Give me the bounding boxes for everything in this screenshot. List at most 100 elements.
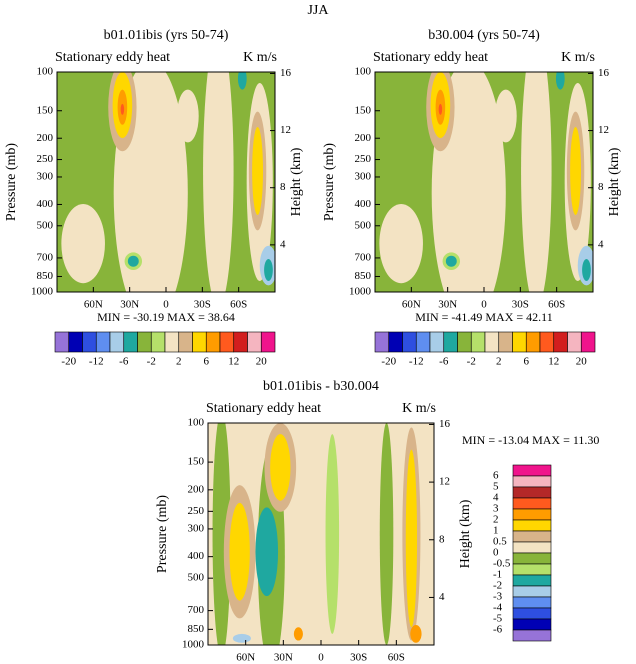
colorbar-label: 3 (493, 503, 499, 515)
colorbar-box (260, 331, 276, 353)
colorbar-box (109, 331, 125, 353)
contour-region (203, 72, 234, 292)
contour-field (375, 72, 593, 292)
colorbar-label: -2 (147, 356, 156, 368)
x-tick-label: 60N (402, 299, 421, 311)
x-tick-label: 0 (163, 299, 169, 311)
contour-region (293, 627, 303, 641)
colorbar-label: 2 (493, 514, 499, 526)
y2-tick-label: 8 (439, 533, 445, 545)
contour-region (555, 72, 565, 90)
colorbar-box (498, 331, 513, 353)
x-tick-label: 60S (548, 299, 565, 311)
colorbar-box (512, 618, 552, 631)
colorbar-box (512, 574, 552, 587)
colorbar-label: 6 (204, 356, 210, 368)
y2-tick-label: 16 (280, 67, 292, 79)
colorbar-label: -3 (493, 591, 503, 603)
colorbar-box (470, 331, 486, 353)
x-tick-label: 60S (388, 652, 405, 664)
colorbar-label: -5 (493, 613, 503, 625)
y-tick-label: 300 (355, 170, 372, 182)
x-tick-label: 30S (194, 299, 211, 311)
y-tick-label: 850 (37, 270, 54, 282)
colorbar-box (429, 331, 445, 353)
colorbar-label: -2 (467, 356, 476, 368)
y2-tick-label: 16 (439, 418, 451, 430)
contour-region (405, 449, 418, 628)
x-tick-label: 60N (236, 652, 255, 664)
y-tick-label: 100 (37, 66, 54, 78)
contour-region (237, 72, 247, 90)
colorbar-label: -20 (61, 356, 76, 368)
panel-title: b01.01ibis (yrs 50-74) (104, 28, 229, 43)
x-tick-label: 60S (230, 299, 247, 311)
colorbar-box (457, 331, 472, 353)
contour-region (212, 423, 231, 645)
contour-region (521, 72, 552, 292)
contour-region (445, 255, 457, 267)
colorbar-label: -12 (89, 356, 104, 368)
contour-region (379, 204, 423, 284)
colorbar-box (123, 331, 138, 353)
y-tick-label: 150 (355, 104, 372, 116)
colorbar-label: -0.5 (493, 558, 511, 570)
contour-region (229, 502, 250, 601)
colorbar-label: 2 (496, 356, 502, 368)
colorbar-box (95, 331, 111, 353)
colorbar-label: 1 (493, 525, 499, 537)
colorbar-box (388, 331, 403, 353)
y2-tick-label: 8 (598, 181, 604, 193)
contour-region (270, 434, 291, 501)
colorbar-box (54, 331, 70, 353)
colorbar-box (512, 497, 552, 510)
y-tick-label: 400 (355, 198, 372, 210)
contour-region (127, 255, 139, 267)
contour-region (438, 103, 443, 115)
panel-units: K m/s (402, 401, 436, 416)
colorbar-label: 0.5 (493, 536, 507, 548)
y-tick-label: 400 (37, 198, 54, 210)
contour-region (264, 259, 273, 281)
colorbar-box (512, 519, 552, 532)
colorbar-box (553, 331, 568, 353)
y-axis-label: Pressure (mb) (4, 143, 19, 221)
y-tick-label: 1000 (31, 286, 54, 298)
colorbar-box (512, 552, 552, 565)
colorbar-label: 0 (493, 547, 499, 559)
contour-region (379, 423, 394, 645)
colorbar-box (443, 331, 458, 353)
y-tick-label: 100 (188, 417, 205, 429)
y-tick-label: 700 (355, 251, 372, 263)
colorbar-box (512, 607, 552, 620)
colorbar-box (567, 331, 582, 353)
colorbar-label: 20 (576, 356, 588, 368)
y-tick-label: 700 (188, 604, 205, 616)
colorbar-box (512, 596, 552, 609)
colorbar-box (539, 331, 555, 353)
y-tick-label: 100 (355, 66, 372, 78)
y-tick-label: 500 (37, 219, 54, 231)
colorbar-box (164, 331, 180, 353)
y-tick-label: 300 (37, 170, 54, 182)
colorbar-box (512, 629, 552, 642)
colorbar-box (580, 331, 596, 353)
y2-tick-label: 16 (598, 67, 610, 79)
y-tick-label: 500 (355, 219, 372, 231)
min-max: MIN = -13.04 MAX = 11.30 (462, 433, 599, 447)
colorbar-box (150, 331, 166, 353)
y-tick-label: 200 (37, 132, 54, 144)
y2-tick-label: 8 (280, 181, 286, 193)
colorbar-label: 4 (493, 492, 499, 504)
colorbar-box (484, 331, 500, 353)
y-axis-label: Pressure (mb) (155, 495, 170, 573)
y-tick-label: 850 (355, 270, 372, 282)
colorbar-label: -6 (439, 356, 449, 368)
colorbar-label: -1 (493, 569, 502, 581)
y2-axis-label: Height (km) (458, 499, 473, 568)
contour-region (61, 204, 105, 284)
x-tick-label: 60N (84, 299, 103, 311)
contour-region (325, 434, 340, 634)
y2-tick-label: 12 (280, 124, 291, 136)
